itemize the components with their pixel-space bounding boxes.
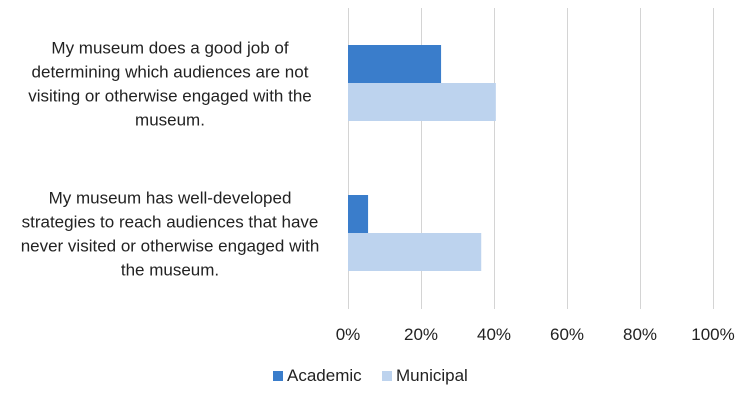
bar-municipal-0 <box>348 83 496 121</box>
category-labels: My museum does a good job of determining … <box>21 39 320 280</box>
x-tick-label-4: 80% <box>623 325 657 344</box>
bar-academic-1 <box>348 195 369 233</box>
category-label-1: My museum has well-developed strategies t… <box>21 189 320 280</box>
x-tick-label-2: 40% <box>477 325 511 344</box>
legend-label-municipal: Municipal <box>396 366 468 385</box>
category-label-0: My museum does a good job of determining … <box>28 39 312 130</box>
x-tick-label-1: 20% <box>404 325 438 344</box>
legend-swatch-municipal <box>382 371 392 381</box>
legend: Academic Municipal <box>273 366 468 385</box>
x-tick-label-3: 60% <box>550 325 584 344</box>
bars <box>348 45 496 271</box>
bar-academic-0 <box>348 45 442 83</box>
legend-label-academic: Academic <box>287 366 362 385</box>
bar-municipal-1 <box>348 233 482 271</box>
x-axis-tick-labels: 0% 20% 40% 60% 80% 100% <box>336 325 735 344</box>
x-tick-label-0: 0% <box>336 325 361 344</box>
x-tick-label-5: 100% <box>691 325 734 344</box>
legend-swatch-academic <box>273 371 283 381</box>
